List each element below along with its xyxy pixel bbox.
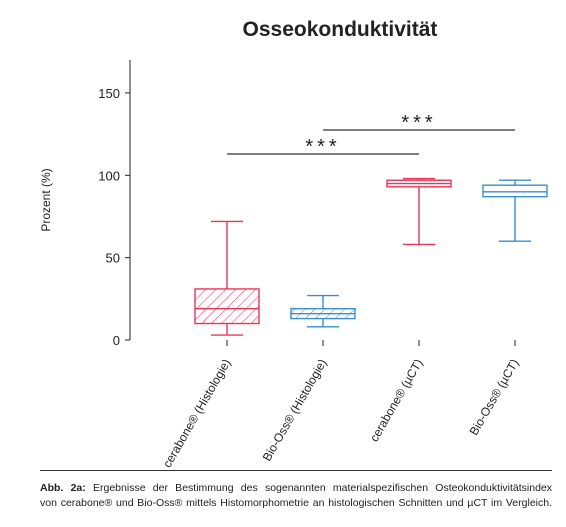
box (194, 288, 260, 325)
caption-line: von cerabone® und Bio-Oss® mittels Histo… (40, 496, 552, 511)
chart-title: Osseokonduktivität (243, 18, 438, 41)
y-tick-label: 50 (106, 251, 120, 266)
caption-rule (40, 470, 552, 471)
caption-line: Abb. 2a: Ergebnisse der Bestimmung des s… (40, 481, 552, 496)
x-tick-label: Bio-Oss® (Histologie) (260, 357, 330, 464)
y-tick-label: 0 (113, 333, 120, 348)
caption-text: Ergebnisse der Bestimmung des sogenannte… (93, 482, 553, 494)
x-tick-label: cerabone® (Histologie) (160, 357, 234, 470)
x-tick-label: cerabone® (µCT) (367, 357, 426, 445)
chart: Osseokonduktivität Prozent (%) 0 50 100 150… (39, 18, 548, 470)
y-tick-label: 100 (98, 168, 120, 183)
caption: Abb. 2a: Ergebnisse der Bestimmung des s… (40, 481, 552, 511)
x-tick-label: Bio-Oss® (µCT) (467, 357, 522, 438)
y-axis-label: Prozent (%) (39, 168, 53, 231)
caption-text: von cerabone® und Bio-Oss® mittels Histo… (40, 497, 552, 509)
box (482, 184, 548, 198)
y-tick-label: 150 (98, 86, 120, 101)
caption-label: Abb. 2a: (40, 482, 86, 494)
significance-label: *** (305, 136, 340, 158)
significance-label: *** (401, 112, 436, 134)
